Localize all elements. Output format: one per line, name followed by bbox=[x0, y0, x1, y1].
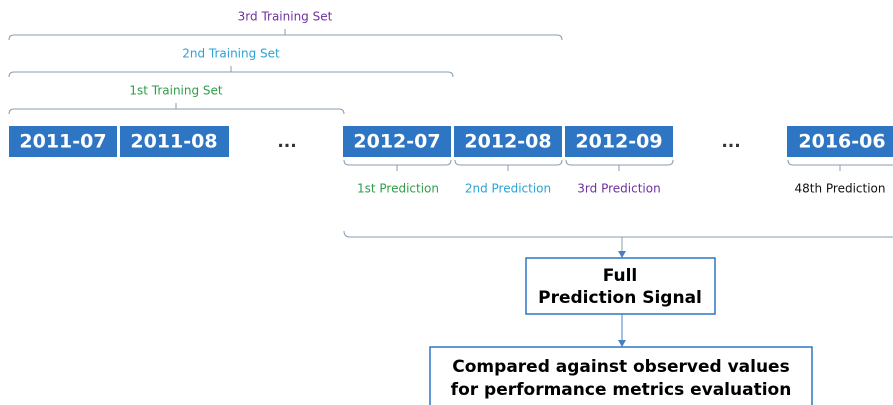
bracket bbox=[8, 66, 454, 78]
month-box bbox=[120, 126, 229, 157]
month-label: 2012-08 bbox=[464, 131, 551, 153]
ellipsis: ... bbox=[721, 132, 740, 152]
month-box bbox=[343, 126, 451, 157]
signal-text: Prediction Signal bbox=[538, 288, 702, 308]
compare-text: Compared against observed values bbox=[452, 357, 789, 377]
prediction-label: 1st Prediction bbox=[357, 182, 439, 196]
ellipsis: ... bbox=[277, 132, 296, 152]
signal-text: Full bbox=[603, 266, 638, 286]
bracket bbox=[8, 103, 345, 115]
training-label: 3rd Training Set bbox=[238, 10, 333, 24]
month-label: 2012-09 bbox=[575, 131, 662, 153]
bracket bbox=[343, 230, 893, 252]
month-box bbox=[9, 126, 117, 157]
month-box bbox=[787, 126, 893, 157]
bracket bbox=[565, 159, 674, 171]
arrow-head bbox=[618, 251, 626, 258]
prediction-label: 2nd Prediction bbox=[465, 182, 551, 196]
training-label: 1st Training Set bbox=[129, 84, 223, 98]
bracket bbox=[454, 159, 563, 171]
bracket bbox=[8, 29, 563, 41]
prediction-label: 3rd Prediction bbox=[577, 182, 660, 196]
compare-box bbox=[429, 346, 813, 405]
prediction-label: 48th Prediction bbox=[794, 182, 885, 196]
month-label: 2012-07 bbox=[353, 131, 440, 153]
bracket bbox=[787, 159, 893, 171]
month-label: 2011-07 bbox=[19, 131, 106, 153]
compare-text: for performance metrics evaluation bbox=[451, 380, 792, 400]
month-label: 2011-08 bbox=[130, 131, 217, 153]
month-box bbox=[454, 126, 562, 157]
training-label: 2nd Training Set bbox=[182, 47, 280, 61]
month-box bbox=[565, 126, 673, 157]
bracket bbox=[343, 159, 452, 171]
signal-box bbox=[525, 257, 716, 315]
month-label: 2016-06 bbox=[798, 131, 885, 153]
arrow-head bbox=[618, 340, 626, 347]
